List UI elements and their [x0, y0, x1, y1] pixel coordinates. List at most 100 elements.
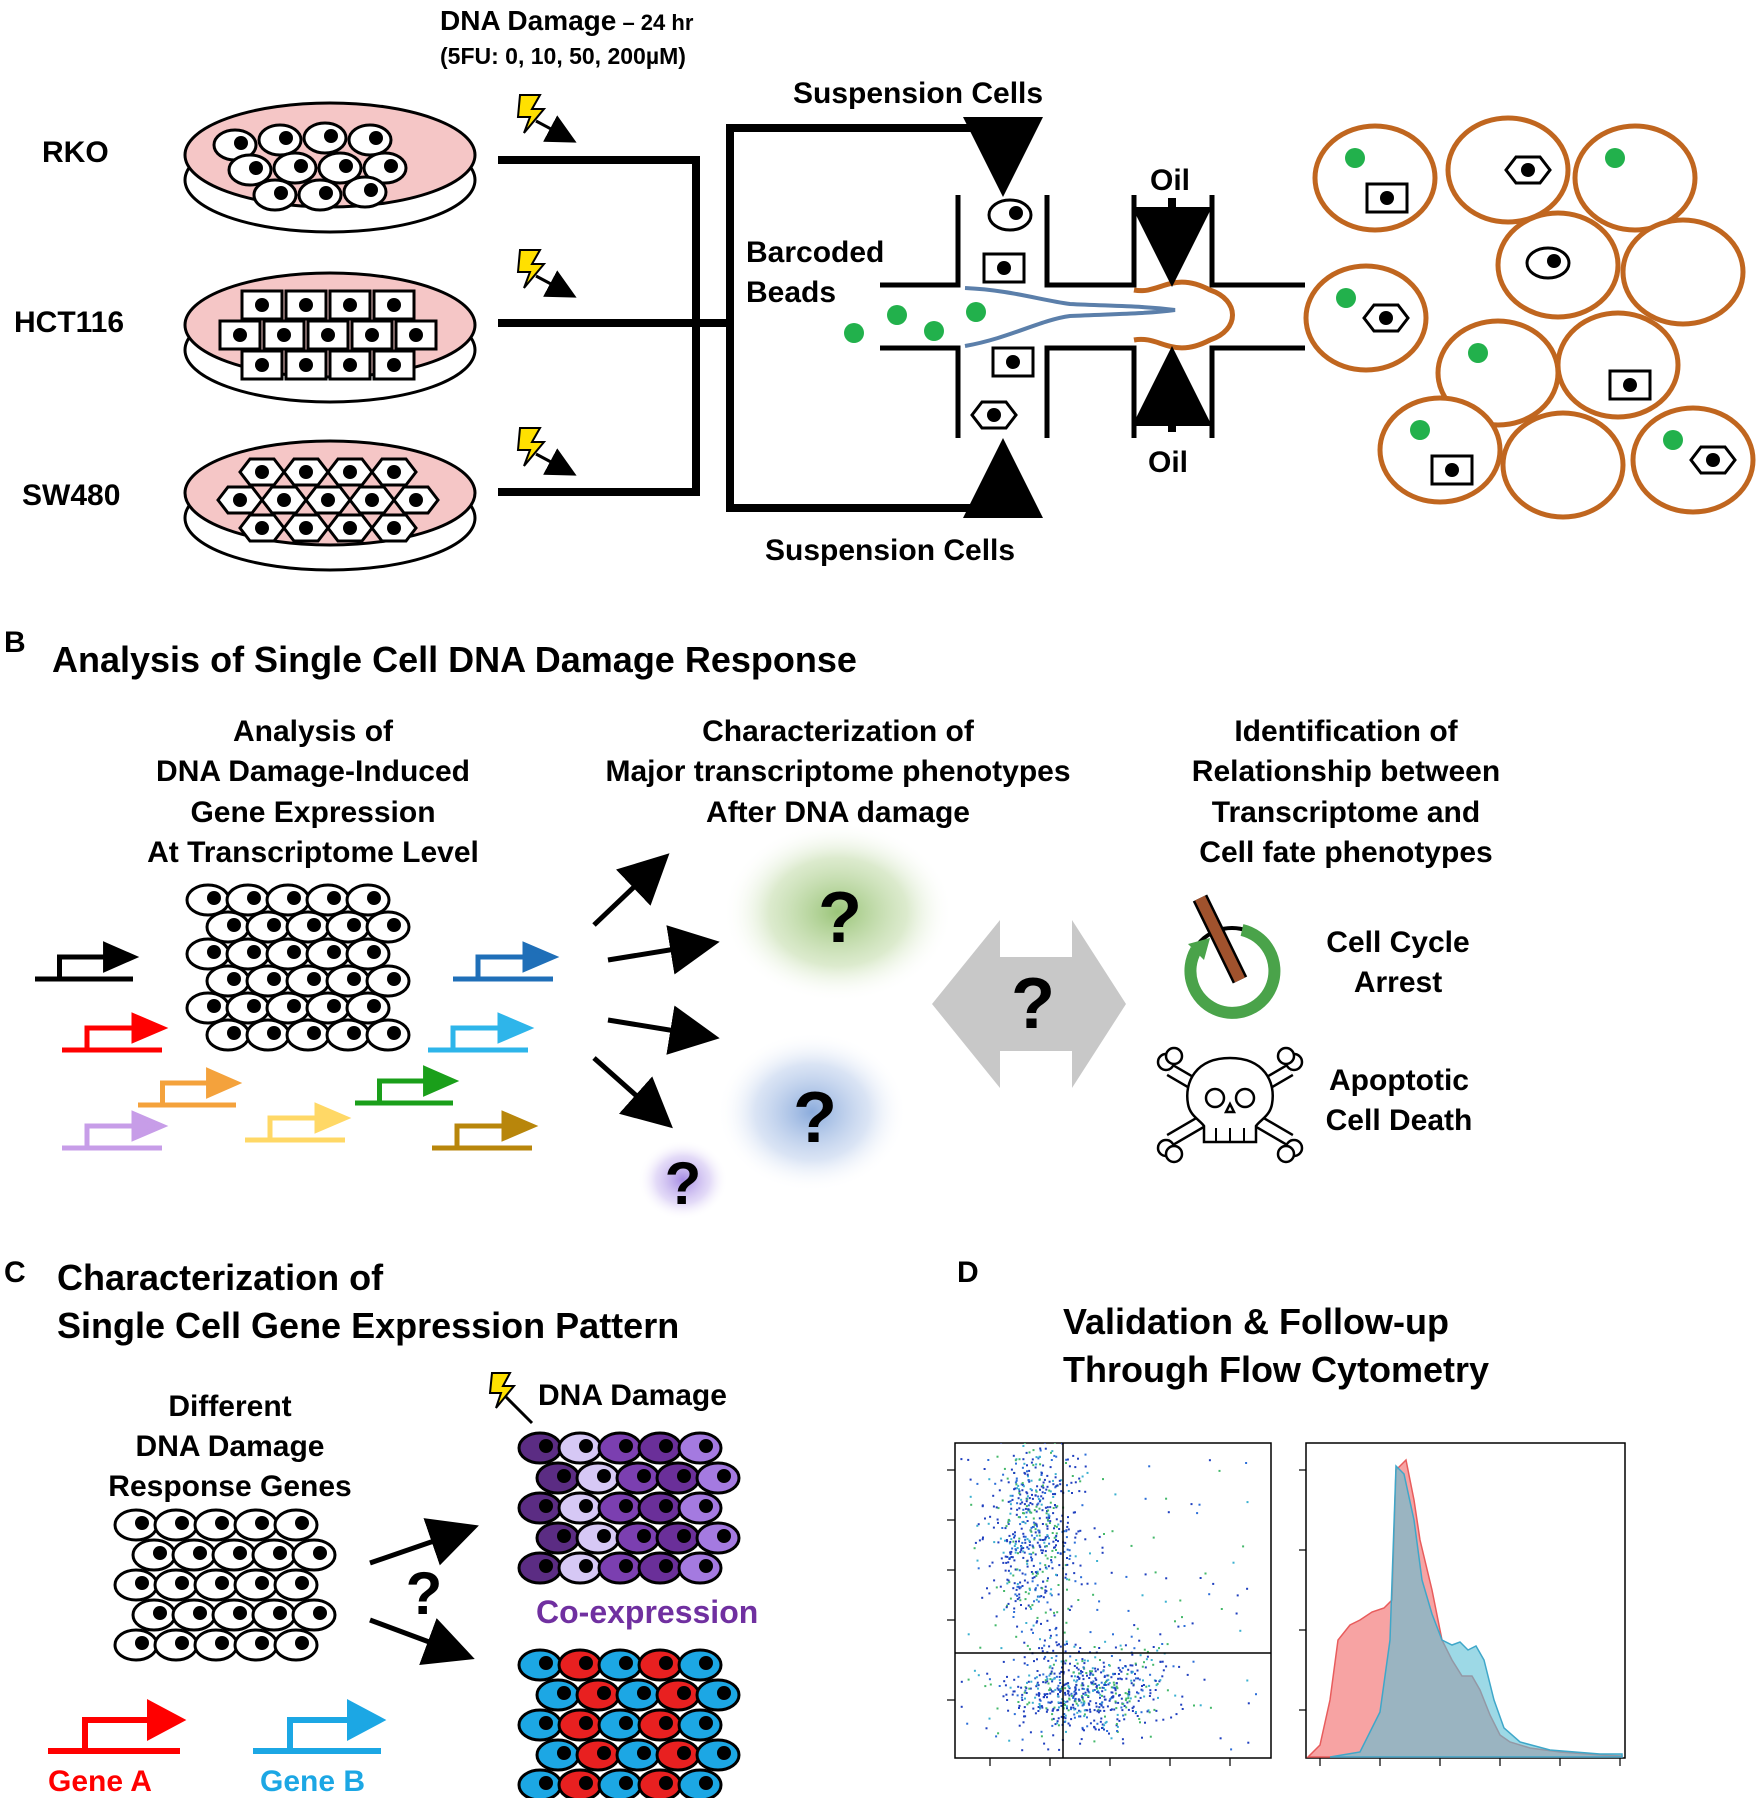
cell: [1608, 369, 1652, 401]
cell: [677, 1491, 723, 1525]
panel-c: C Characterization of Single Cell Gene E…: [4, 1256, 758, 1798]
cell: [1689, 445, 1737, 475]
histogram-blue-series: [1329, 1464, 1623, 1758]
dose-text: (5FU: 0, 10, 50, 200µM): [440, 43, 686, 69]
cell: [113, 1568, 159, 1602]
question-mark: ?: [818, 878, 862, 958]
cell: [535, 1521, 581, 1555]
droplet: [1312, 123, 1438, 233]
cell: [252, 178, 298, 212]
cell: [328, 349, 372, 381]
cell: [171, 1598, 217, 1632]
cell: [291, 1538, 337, 1572]
gene-b-label: Gene B: [260, 1765, 365, 1798]
suspension-cells-bottom-label: Suspension Cells: [765, 534, 1015, 567]
cell: [350, 319, 394, 351]
cell: [153, 1628, 199, 1662]
cell: [205, 910, 251, 944]
cell: [302, 121, 348, 155]
cell: [345, 991, 391, 1025]
cell: [575, 1738, 621, 1772]
cell: [1365, 182, 1409, 214]
cell: [131, 1598, 177, 1632]
cell: [306, 319, 350, 351]
genes-label-line: DNA Damage: [136, 1430, 325, 1463]
cell-line-label-sw480: SW480: [22, 479, 120, 512]
oil-top-label: Oil: [1150, 164, 1190, 197]
cell: [193, 1568, 239, 1602]
panel-b-title: Analysis of Single Cell DNA Damage Respo…: [52, 639, 857, 680]
col1-text: Analysis of DNA Damage-Induced Gene Expr…: [147, 715, 479, 869]
cell: [1430, 454, 1474, 486]
cell: [193, 1508, 239, 1542]
col3-line: Relationship between: [1192, 755, 1500, 788]
phenotype-cluster-green: [723, 822, 953, 1002]
cell: [557, 1491, 603, 1525]
cell-line-label-rko: RKO: [42, 136, 109, 169]
cell: [557, 1431, 603, 1465]
panel-b: B Analysis of Single Cell DNA Damage Res…: [4, 626, 1500, 1220]
cell: [557, 1551, 603, 1585]
droplet: [1377, 395, 1503, 505]
cell: [517, 1648, 563, 1682]
promoter-arrow-icon: [245, 1102, 352, 1143]
rko-cells: [212, 121, 408, 212]
cell: [695, 1738, 741, 1772]
droplet: [1435, 318, 1561, 428]
dna-damage-title: DNA Damage – 24 hr: [440, 5, 694, 36]
promoter-arrow-icon: [62, 1012, 169, 1053]
cell-cycle-arrest-label: Arrest: [1354, 966, 1442, 999]
panel-b-letter: B: [4, 626, 26, 659]
cell: [987, 198, 1033, 232]
cell: [365, 964, 411, 998]
cell: [1362, 303, 1410, 333]
culture-dish-sw480: [183, 439, 477, 572]
sw480-cells: [216, 457, 440, 543]
gene-a-label: Gene A: [48, 1765, 152, 1798]
cell: [535, 1678, 581, 1712]
culture-dish-hct116: [183, 271, 477, 404]
flow-histogram: [1299, 1442, 1626, 1766]
cell: [517, 1708, 563, 1742]
promoter-arrow-icon: [432, 1110, 539, 1151]
cell: [637, 1768, 683, 1798]
cell: [677, 1648, 723, 1682]
cell: [615, 1461, 661, 1495]
droplet: [1303, 263, 1429, 373]
droplet: [1630, 405, 1756, 515]
cell: [517, 1551, 563, 1585]
cell: [251, 1598, 297, 1632]
cell: [233, 1628, 279, 1662]
cell-cluster: [113, 1508, 337, 1662]
cell: [282, 513, 330, 543]
cell: [345, 883, 391, 917]
cell: [637, 1551, 683, 1585]
cell: [171, 1538, 217, 1572]
promoter-arrow-icon: [253, 1699, 387, 1754]
promoter-arrow-icon: [62, 1110, 169, 1151]
cell: [615, 1738, 661, 1772]
cell: [273, 1508, 319, 1542]
cell: [637, 1648, 683, 1682]
cell: [970, 400, 1018, 430]
cell: [677, 1431, 723, 1465]
cell: [185, 991, 231, 1025]
cell: [557, 1768, 603, 1798]
cell: [677, 1551, 723, 1585]
cell-line-label-hct116: HCT116: [14, 306, 124, 339]
cell: [655, 1461, 701, 1495]
cell: [265, 883, 311, 917]
cell: [185, 937, 231, 971]
coexpression-purple-cluster: [517, 1431, 741, 1585]
cell: [615, 1521, 661, 1555]
droplet: [1445, 115, 1571, 225]
cell: [348, 485, 396, 515]
cell: [193, 1628, 239, 1662]
cell: [265, 937, 311, 971]
cell: [304, 485, 352, 515]
panel-d-letter: D: [957, 1256, 979, 1289]
cell: [282, 457, 330, 487]
cell: [695, 1521, 741, 1555]
cell: [233, 1508, 279, 1542]
